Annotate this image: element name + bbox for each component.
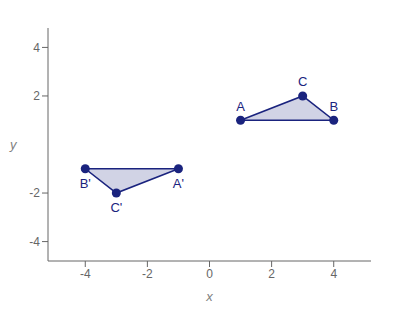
svg-text:2: 2 bbox=[33, 89, 40, 103]
svg-text:B': B' bbox=[80, 176, 91, 191]
svg-text:C': C' bbox=[110, 200, 122, 215]
svg-text:-2: -2 bbox=[29, 186, 40, 200]
svg-text:2: 2 bbox=[268, 267, 275, 281]
svg-text:4: 4 bbox=[330, 267, 337, 281]
svg-text:4: 4 bbox=[33, 41, 40, 55]
svg-text:-4: -4 bbox=[80, 267, 91, 281]
svg-text:0: 0 bbox=[206, 267, 213, 281]
svg-text:x: x bbox=[205, 289, 213, 304]
svg-text:C: C bbox=[298, 74, 307, 89]
svg-text:y: y bbox=[9, 137, 18, 152]
svg-text:A: A bbox=[236, 99, 245, 114]
svg-text:B: B bbox=[329, 99, 338, 114]
svg-text:-2: -2 bbox=[142, 267, 153, 281]
svg-text:-4: -4 bbox=[29, 235, 40, 249]
svg-text:A': A' bbox=[173, 176, 184, 191]
